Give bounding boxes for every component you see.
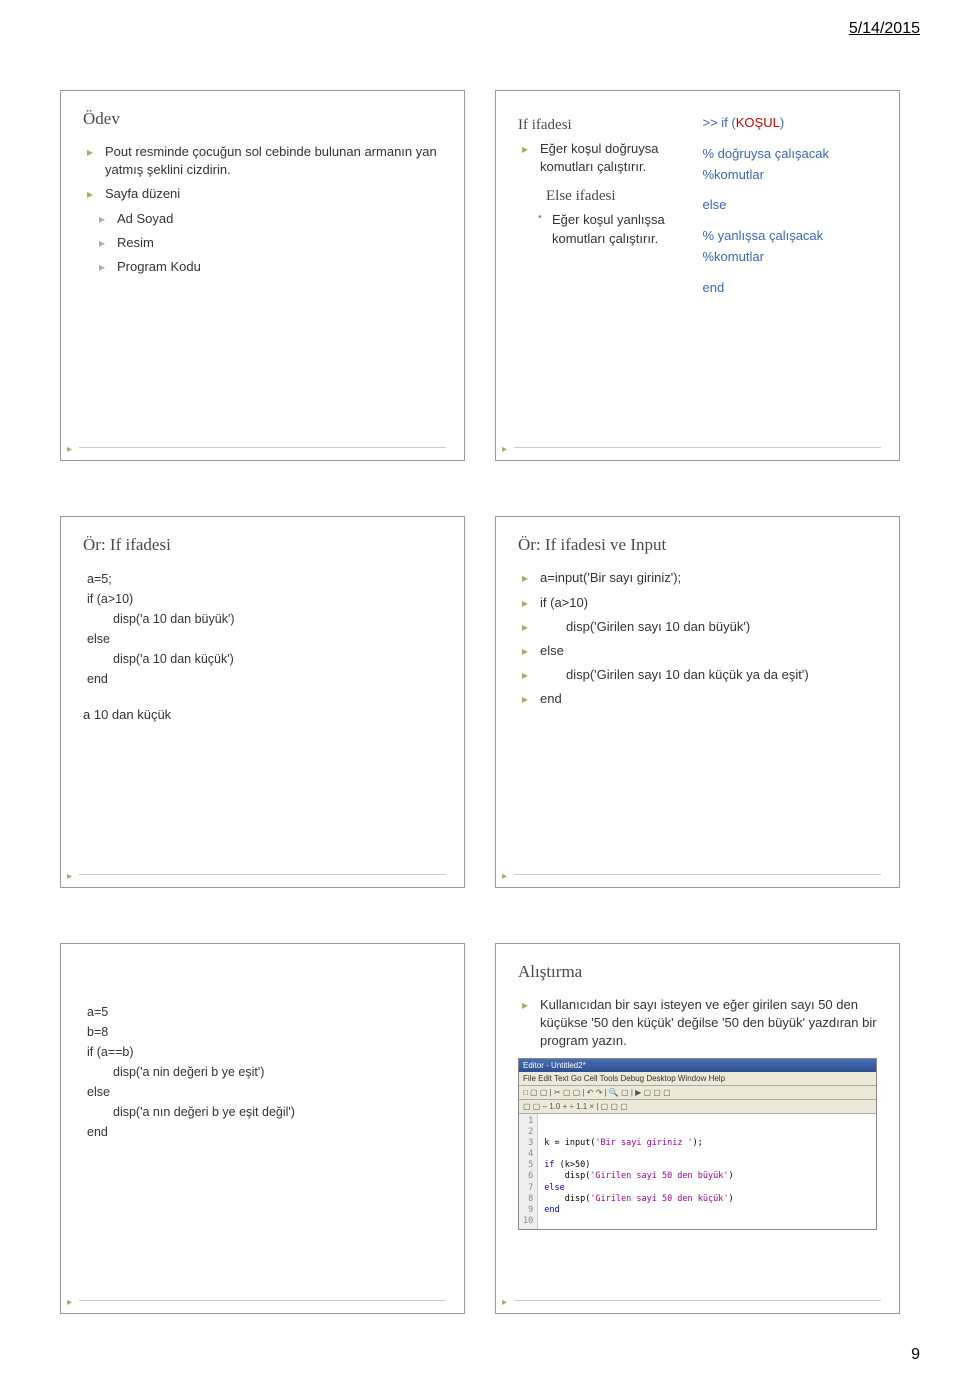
editor-gutter: 1 2 3 4 5 6 7 8 9 10 bbox=[519, 1114, 538, 1228]
code-line: a=input('Bir sayı giriniz'); bbox=[522, 569, 877, 587]
code-line: else bbox=[703, 195, 878, 216]
slide-if-ifadesi: If ifadesi Eğer koşul doğruysa komutları… bbox=[495, 90, 900, 461]
corner-icon: ▸ bbox=[67, 871, 72, 882]
editor-toolbar: ▢ ▢ – 1.0 + ÷ 1.1 × | ▢ ▢ ▢ bbox=[519, 1100, 876, 1114]
code-line: end bbox=[703, 278, 878, 299]
page-date: 5/14/2015 bbox=[849, 20, 920, 38]
slide-alistirma: Alıştırma Kullanıcıdan bir sayı isteyen … bbox=[495, 943, 900, 1314]
code-line: disp('a nin değeri b ye eşit') bbox=[87, 1062, 442, 1082]
code-line: if (a>10) bbox=[87, 589, 442, 609]
bullet-text: Kullanıcıdan bir sayı isteyen ve eğer gi… bbox=[522, 996, 877, 1051]
slide-divider bbox=[514, 1300, 881, 1301]
bullet-text: Resim bbox=[99, 234, 442, 252]
code-line: end bbox=[87, 1122, 442, 1142]
code-line: % doğruysa çalışacak %komutlar bbox=[703, 144, 878, 186]
left-column: If ifadesi Eğer koşul doğruysa komutları… bbox=[518, 109, 693, 299]
code-line: a=5 bbox=[87, 1002, 442, 1022]
slide-divider bbox=[514, 447, 881, 448]
slide-divider bbox=[79, 1300, 446, 1301]
code-line: end bbox=[87, 669, 442, 689]
slide-title: Ör: If ifadesi ve Input bbox=[518, 535, 877, 555]
code-line: disp('Girilen sayı 10 dan büyük') bbox=[522, 618, 877, 636]
code-line: a=5; bbox=[87, 569, 442, 589]
code-line: b=8 bbox=[87, 1022, 442, 1042]
output-text: a 10 dan küçük bbox=[83, 707, 442, 722]
code-line: % yanlışsa çalışacak %komutlar bbox=[703, 226, 878, 268]
slide-title: Ödev bbox=[83, 109, 442, 129]
corner-icon: ▸ bbox=[67, 444, 72, 455]
editor-window: Editor - Untitled2* File Edit Text Go Ce… bbox=[518, 1058, 877, 1229]
subtitle: If ifadesi bbox=[518, 117, 693, 134]
corner-icon: ▸ bbox=[67, 1297, 72, 1308]
editor-menubar: File Edit Text Go Cell Tools Debug Deskt… bbox=[519, 1072, 876, 1086]
bullet-text: Sayfa düzeni bbox=[87, 185, 442, 203]
bullet-text: Eğer koşul yanlışsa komutları çalıştırır… bbox=[538, 211, 693, 247]
code-line: disp('Girilen sayı 10 dan küçük ya da eş… bbox=[522, 666, 877, 684]
slide-odev: Ödev Pout resminde çocuğun sol cebinde b… bbox=[60, 90, 465, 461]
subtitle: Else ifadesi bbox=[546, 188, 693, 205]
slide-or-if-input: Ör: If ifadesi ve Input a=input('Bir say… bbox=[495, 516, 900, 887]
code-line: end bbox=[522, 690, 877, 708]
bullet-text: Program Kodu bbox=[99, 258, 442, 276]
code-line: >> if (KOŞUL) bbox=[703, 113, 878, 134]
slide-or-if: Ör: If ifadesi a=5; if (a>10) disp('a 10… bbox=[60, 516, 465, 887]
slide-divider bbox=[514, 874, 881, 875]
bullet-text: Eğer koşul doğruysa komutları çalıştırır… bbox=[522, 140, 693, 176]
slide-title: Ör: If ifadesi bbox=[83, 535, 442, 555]
slide-a-eq-b: a=5 b=8 if (a==b) disp('a nin değeri b y… bbox=[60, 943, 465, 1314]
right-column: >> if (KOŞUL) % doğruysa çalışacak %komu… bbox=[703, 109, 878, 299]
bullet-text: Pout resminde çocuğun sol cebinde buluna… bbox=[87, 143, 442, 179]
corner-icon: ▸ bbox=[502, 871, 507, 882]
editor-titlebar: Editor - Untitled2* bbox=[519, 1059, 876, 1072]
slide-grid: Ödev Pout resminde çocuğun sol cebinde b… bbox=[60, 90, 900, 1314]
code-line: disp('a nın değeri b ye eşit değil') bbox=[87, 1102, 442, 1122]
code-line: if (a==b) bbox=[87, 1042, 442, 1062]
code-line: else bbox=[87, 1082, 442, 1102]
editor-body: 1 2 3 4 5 6 7 8 9 10 k = input('Bir sayi… bbox=[519, 1114, 876, 1228]
code-line: if (a>10) bbox=[522, 594, 877, 612]
editor-code: k = input('Bir sayi giriniz '); if (k>50… bbox=[538, 1114, 739, 1228]
slide-title: Alıştırma bbox=[518, 962, 877, 982]
slide-divider bbox=[79, 447, 446, 448]
slide-divider bbox=[79, 874, 446, 875]
corner-icon: ▸ bbox=[502, 1297, 507, 1308]
code-line: else bbox=[87, 629, 442, 649]
code-line: disp('a 10 dan büyük') bbox=[87, 609, 442, 629]
code-line: else bbox=[522, 642, 877, 660]
bullet-text: Ad Soyad bbox=[99, 210, 442, 228]
corner-icon: ▸ bbox=[502, 444, 507, 455]
editor-toolbar: □ ▢ ▢ | ✂ ▢ ▢ | ↶ ↷ | 🔍 ▢ | ▶ ▢ ▢ ▢ bbox=[519, 1086, 876, 1100]
code-line: disp('a 10 dan küçük') bbox=[87, 649, 442, 669]
page-number: 9 bbox=[911, 1346, 920, 1364]
